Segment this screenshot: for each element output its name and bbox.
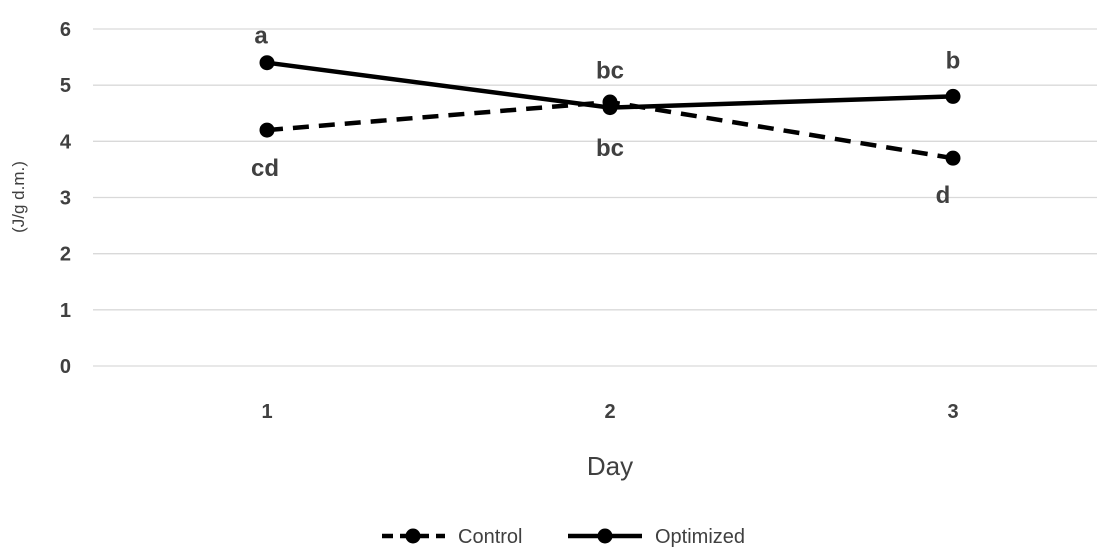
x-tick-label: 1 [261,401,272,423]
legend: Control Optimized [382,526,745,548]
x-tick-label: 2 [604,401,615,423]
data-label-control: bc [596,135,624,162]
data-labels: cd bc d a bc b [251,23,960,209]
data-label-optimized: bc [596,58,624,85]
y-tick-label: 0 [60,356,71,378]
data-point-control [259,122,275,138]
y-tick-label: 2 [60,244,71,266]
legend-item-optimized: Optimized [568,526,745,548]
y-tick-label: 4 [60,131,72,153]
gridlines [93,28,1097,367]
y-tick-label: 5 [60,75,71,97]
x-axis-ticks: 1 2 3 [261,401,958,423]
legend-label-control: Control [458,526,522,548]
y-axis-label: (J/g d.m.) [9,161,28,233]
legend-item-control: Control [382,526,522,548]
series-layer [259,55,961,166]
legend-label-optimized: Optimized [655,526,745,548]
x-tick-label: 3 [947,401,958,423]
data-point-optimized [602,100,618,116]
y-axis-ticks: 0 1 2 3 4 5 6 [60,19,72,378]
data-point-control [945,150,961,166]
data-point-optimized [945,88,961,104]
data-label-optimized: a [254,23,268,50]
y-tick-label: 6 [60,19,71,41]
data-point-optimized [259,55,275,71]
data-label-control: cd [251,155,279,182]
y-tick-label: 3 [60,188,71,210]
y-tick-label: 1 [60,300,71,322]
data-label-control: d [936,182,951,209]
data-label-optimized: b [946,47,961,74]
x-axis-label: Day [587,451,633,481]
